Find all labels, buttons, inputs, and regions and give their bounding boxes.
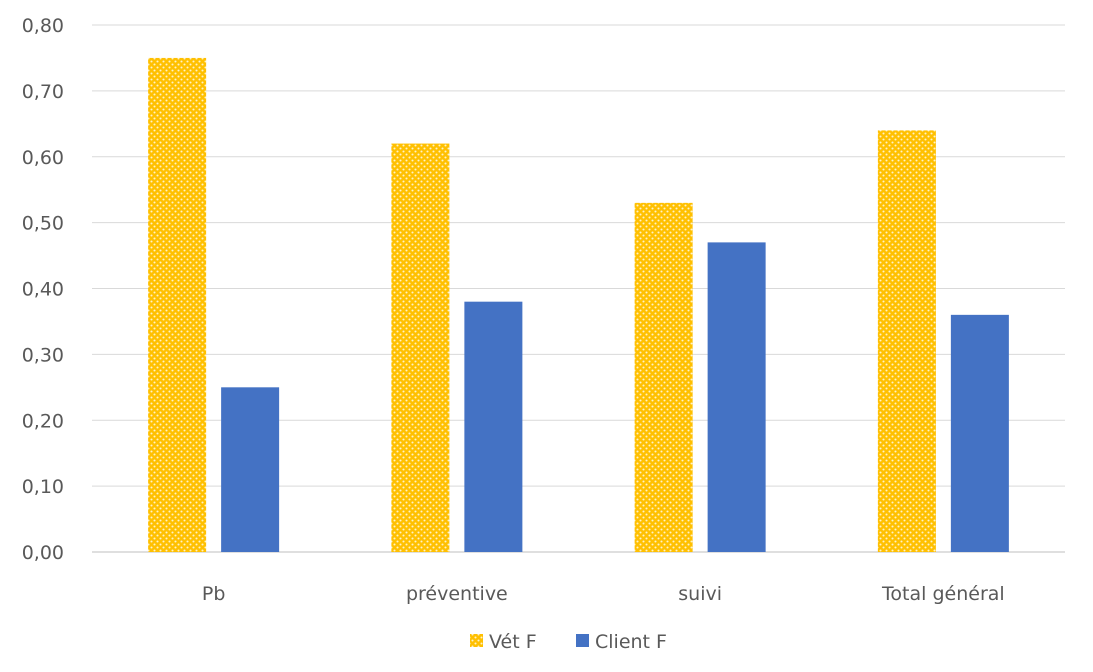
legend-label: Client F (595, 631, 667, 653)
y-tick-label: 0,80 (22, 15, 64, 37)
bar-vet-f (391, 143, 450, 552)
y-tick-label: 0,70 (22, 81, 64, 103)
legend-label: Vét F (489, 631, 537, 653)
bar-client-f (221, 387, 280, 552)
y-tick-label: 0,50 (22, 213, 64, 235)
y-axis-tick-labels: 0,00 0,10 0,20 0,30 0,40 0,50 0,60 0,70 0,80 (22, 15, 64, 564)
bar-client-f (950, 314, 1009, 552)
y-tick-label: 0,00 (22, 542, 64, 564)
bar-client-f (707, 242, 766, 552)
y-tick-label: 0,40 (22, 279, 64, 301)
x-tick-label: Pb (202, 583, 226, 605)
legend: Vét F Client F (470, 631, 667, 653)
legend-item-client-f: Client F (576, 631, 667, 653)
y-tick-label: 0,30 (22, 344, 64, 366)
legend-swatch (470, 634, 483, 647)
bar-vet-f (148, 57, 207, 552)
y-tick-label: 0,20 (22, 410, 64, 432)
bar-vet-f (877, 130, 936, 552)
x-tick-label: suivi (678, 583, 722, 605)
x-tick-label: préventive (406, 583, 508, 605)
bar-client-f (464, 301, 523, 552)
legend-swatch (576, 634, 589, 647)
bar-vet-f (634, 202, 693, 553)
x-tick-label: Total général (881, 583, 1005, 605)
y-tick-label: 0,60 (22, 147, 64, 169)
bars (148, 57, 1009, 553)
x-axis-tick-labels: Pb préventive suivi Total général (202, 583, 1005, 605)
y-tick-label: 0,10 (22, 476, 64, 498)
legend-item-vet-f: Vét F (470, 631, 537, 653)
